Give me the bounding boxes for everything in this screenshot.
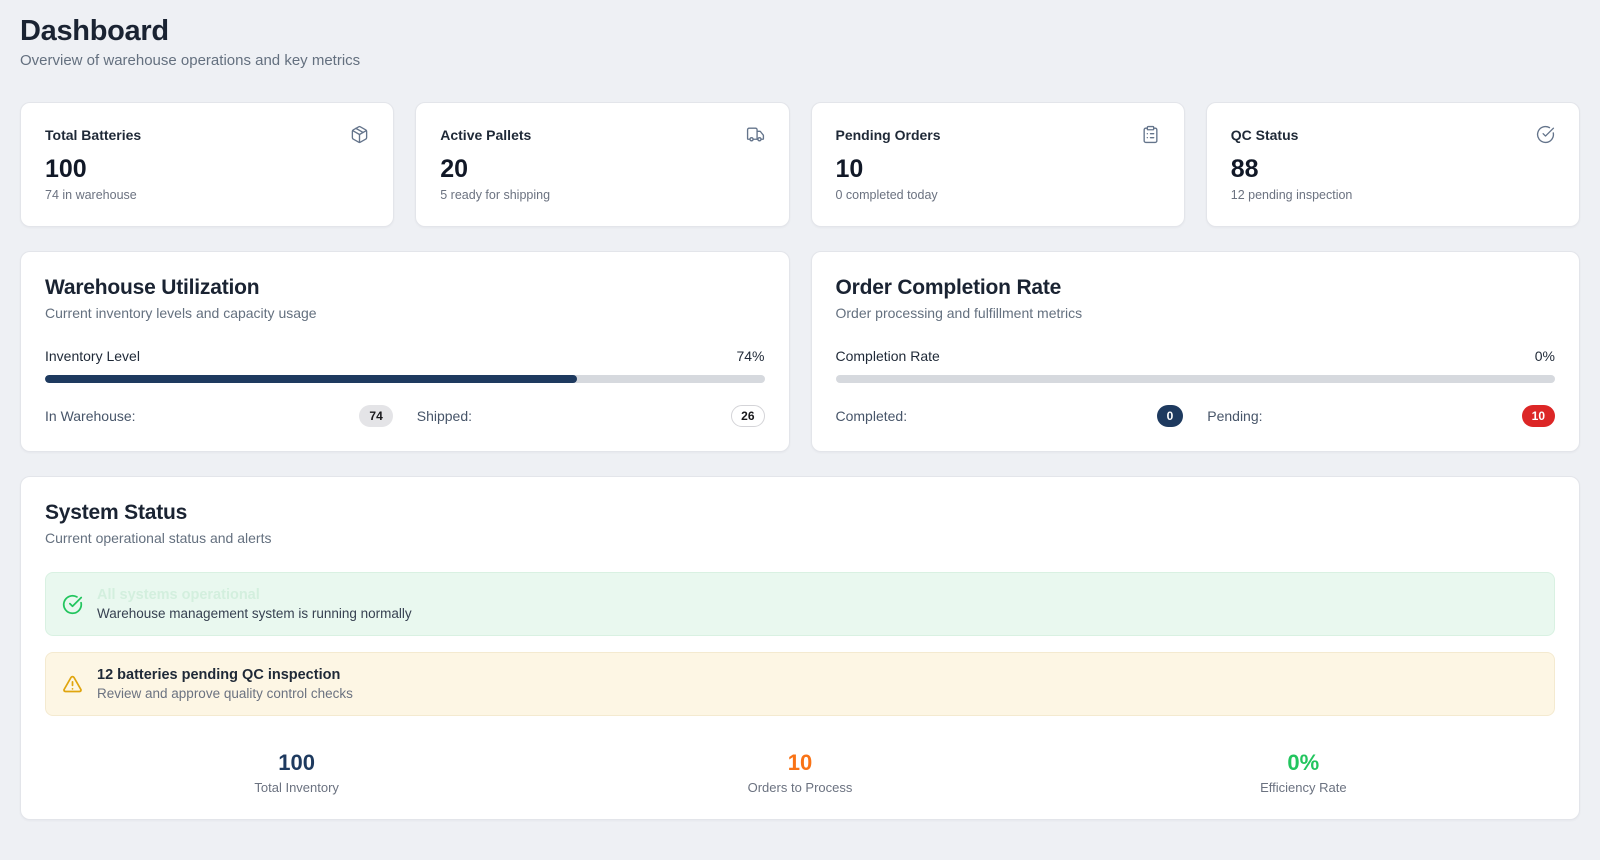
pending-label: Pending: <box>1207 407 1263 424</box>
summary-value: 0% <box>1287 750 1320 776</box>
stat-label: QC Status <box>1230 126 1299 143</box>
panel-title: System Status <box>45 501 188 525</box>
warning-alert-description: Review and approve quality control check… <box>97 686 353 702</box>
stat-card-pending-orders: Pending Orders 10 0 completed today <box>810 102 1185 227</box>
inventory-level-percent: 74% <box>736 347 765 364</box>
summary-label: Efficiency Rate <box>1260 779 1347 795</box>
panel-subtitle: Order processing and fulfillment metrics <box>835 304 1083 321</box>
shipped-label: Shipped: <box>416 407 473 424</box>
clipboard-list-icon <box>1141 125 1160 144</box>
stat-subtext: 0 completed today <box>835 187 938 202</box>
stat-subtext: 12 pending inspection <box>1230 187 1353 202</box>
summary-label: Total Inventory <box>254 779 339 795</box>
middle-panels-row: Warehouse Utilization Current inventory … <box>20 250 1580 453</box>
summary-stats-row: 100 Total Inventory 10 Orders to Process… <box>45 750 1555 794</box>
circle-check-icon <box>1536 125 1555 144</box>
summary-value: 100 <box>278 750 316 776</box>
completed-badge: 0 <box>1156 404 1184 428</box>
inventory-progress-bar <box>45 374 765 383</box>
success-alert: All systems operational Warehouse manage… <box>45 572 1555 637</box>
stat-label: Active Pallets <box>440 126 532 143</box>
stat-value: 20 <box>440 155 469 183</box>
shipped-badge: 26 <box>731 404 765 428</box>
panel-title: Order Completion Rate <box>835 275 1062 299</box>
completed-label: Completed: <box>835 407 908 424</box>
stat-card-qc-status: QC Status 88 12 pending inspection <box>1205 102 1580 227</box>
warehouse-utilization-panel: Warehouse Utilization Current inventory … <box>20 250 790 453</box>
stat-label: Pending Orders <box>835 126 941 143</box>
system-status-panel: System Status Current operational status… <box>20 476 1580 820</box>
in-warehouse-badge: 74 <box>359 404 393 428</box>
page-title: Dashboard <box>20 15 169 47</box>
panel-title: Warehouse Utilization <box>45 275 260 299</box>
pending-badge: 10 <box>1521 404 1555 428</box>
stat-value: 88 <box>1230 155 1259 183</box>
summary-total-inventory: 100 Total Inventory <box>45 750 548 794</box>
check-circle-icon <box>62 594 83 615</box>
page-header: Dashboard Overview of warehouse operatio… <box>20 15 1580 69</box>
inventory-level-label: Inventory Level <box>45 347 140 364</box>
panel-subtitle: Current operational status and alerts <box>45 530 272 547</box>
panel-subtitle: Current inventory levels and capacity us… <box>45 304 317 321</box>
completion-progress-bar <box>835 374 1555 383</box>
summary-label: Orders to Process <box>747 779 853 795</box>
stat-value: 100 <box>45 155 87 183</box>
truck-icon <box>746 125 765 144</box>
stat-label: Total Batteries <box>45 126 142 143</box>
in-warehouse-label: In Warehouse: <box>45 407 136 424</box>
warning-alert: 12 batteries pending QC inspection Revie… <box>45 652 1555 717</box>
stat-subtext: 74 in warehouse <box>45 187 137 202</box>
completion-rate-percent: 0% <box>1534 347 1555 364</box>
success-alert-description: Warehouse management system is running n… <box>97 606 412 622</box>
page-subtitle: Overview of warehouse operations and key… <box>20 52 361 69</box>
inventory-progress-fill <box>45 374 578 383</box>
completion-rate-label: Completion Rate <box>835 347 940 364</box>
stat-value: 10 <box>835 155 864 183</box>
success-alert-title: All systems operational <box>97 587 260 604</box>
stat-cards-row: Total Batteries 100 74 in warehouse Acti… <box>20 102 1580 227</box>
summary-value: 10 <box>787 750 813 776</box>
stat-card-total-batteries: Total Batteries 100 74 in warehouse <box>20 102 395 227</box>
warning-alert-title: 12 batteries pending QC inspection <box>97 667 341 684</box>
stat-subtext: 5 ready for shipping <box>440 187 551 202</box>
package-icon <box>350 125 369 144</box>
alert-triangle-icon <box>62 674 83 695</box>
summary-orders-to-process: 10 Orders to Process <box>548 750 1051 794</box>
order-completion-panel: Order Completion Rate Order processing a… <box>810 250 1580 453</box>
summary-efficiency-rate: 0% Efficiency Rate <box>1052 750 1555 794</box>
stat-card-active-pallets: Active Pallets 20 5 ready for shipping <box>415 102 790 227</box>
